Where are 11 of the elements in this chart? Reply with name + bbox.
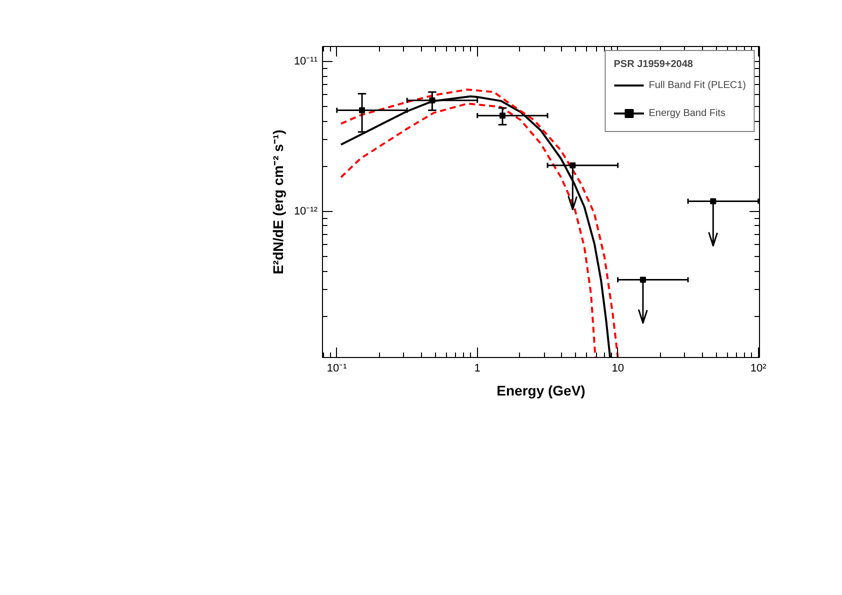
legend-title: PSR J1959+2048 xyxy=(614,59,694,70)
x-axis-title: Energy (GeV) xyxy=(496,382,586,398)
y-axis-title: E²dN/dE (erg cm⁻² s⁻¹) xyxy=(270,130,286,274)
y-tick-label: 10⁻¹¹ xyxy=(294,56,318,68)
x-tick-label: 10 xyxy=(612,362,624,374)
legend-label: Energy Band Fits xyxy=(648,108,726,118)
y-tick-label: 10⁻¹² xyxy=(294,205,318,218)
x-tick-label: 10² xyxy=(750,362,767,374)
legend-label: Full Band Fit (PLEC1) xyxy=(648,80,746,90)
x-tick-label: 10⁻¹ xyxy=(326,362,348,374)
x-tick-label: 1 xyxy=(474,362,480,374)
